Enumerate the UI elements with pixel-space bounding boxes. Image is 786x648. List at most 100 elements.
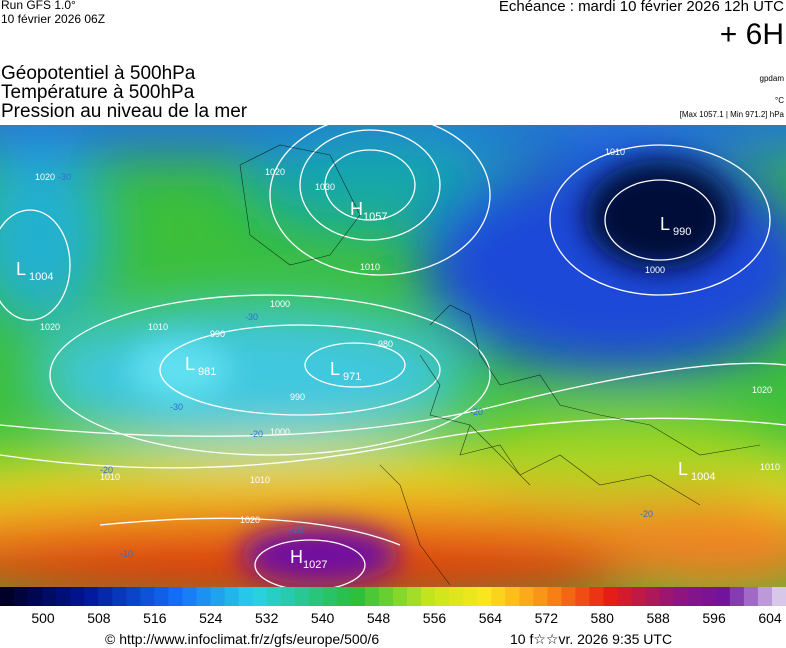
colorbar-swatch xyxy=(224,587,240,606)
colorbar-swatch xyxy=(757,587,773,606)
colorbar-label: 532 xyxy=(255,610,279,626)
colorbar-label: 588 xyxy=(646,610,670,626)
colorbar-swatch xyxy=(491,587,506,606)
isobar-label: 990 xyxy=(290,392,305,402)
isotherm-label: -20 xyxy=(250,429,263,439)
colorbar-swatch xyxy=(477,587,492,606)
colorbar-label: 596 xyxy=(702,610,726,626)
colorbar-swatch xyxy=(505,587,520,606)
isobar-label: 1020 xyxy=(35,172,55,182)
colorbar-swatch xyxy=(322,587,338,606)
isobar-label: 1000 xyxy=(645,265,665,275)
colorbar-label: 572 xyxy=(535,610,559,626)
isotherm-label: -20 xyxy=(640,509,653,519)
pressure-center-letter: L xyxy=(16,259,26,279)
colorbar-swatch xyxy=(140,587,155,606)
isotherm-label: -30 xyxy=(58,172,71,182)
colorbar-swatch xyxy=(687,587,703,606)
colorbar-label: 580 xyxy=(591,610,615,626)
pressure-range: [Max 1057.1 | Min 971.2] hPa xyxy=(679,110,784,119)
colorbar-label: 548 xyxy=(367,610,391,626)
isotherm-label: -30 xyxy=(170,402,183,412)
isotherm-label: -20 xyxy=(100,465,113,475)
isobar-label: 1010 xyxy=(250,475,270,485)
colorbar-swatch xyxy=(645,587,661,606)
pressure-center-value: 1057 xyxy=(363,211,387,223)
colorbar-label: 508 xyxy=(87,610,111,626)
title: Pression au niveau de la mer xyxy=(1,101,248,122)
isobar-label: 1010 xyxy=(148,322,168,332)
run-date: 10 février 2026 06Z xyxy=(1,12,106,26)
colorbar-swatch xyxy=(603,587,619,606)
colorbar-swatch xyxy=(449,587,464,606)
timestamp: 10 f☆☆vr. 2026 9:35 UTC xyxy=(510,631,673,647)
pressure-center-value: 971 xyxy=(343,371,361,383)
pressure-center-letter: L xyxy=(660,214,670,234)
pressure-center-letter: L xyxy=(678,459,688,479)
colorbar-swatch xyxy=(673,587,689,606)
isobar-label: 1030 xyxy=(315,182,335,192)
isobar-label: 1020 xyxy=(40,322,60,332)
isobar-label: 980 xyxy=(378,339,393,349)
colorbar-swatch xyxy=(294,587,310,606)
source-url[interactable]: © http://www.infoclimat.fr/z/gfs/europe/… xyxy=(105,631,380,647)
pressure-center-value: 981 xyxy=(198,366,216,378)
colorbar-label: 564 xyxy=(479,610,503,626)
colorbar-swatch xyxy=(70,587,85,606)
colorbar-swatch xyxy=(14,587,29,606)
colorbar-swatch xyxy=(182,587,197,606)
colorbar-swatch xyxy=(154,587,169,606)
pressure-center-letter: H xyxy=(290,547,303,567)
step: + 6H xyxy=(719,18,784,51)
colorbar-swatch xyxy=(393,587,408,606)
isobar-label: 1020 xyxy=(752,385,772,395)
colorbar-swatch xyxy=(547,587,562,606)
isobar-label: 990 xyxy=(210,329,225,339)
isobar-label: 1020 xyxy=(265,167,285,177)
colorbar-swatch xyxy=(238,587,254,606)
colorbar-swatch xyxy=(98,587,113,606)
isobar-label: 1010 xyxy=(605,147,625,157)
colorbar-swatch xyxy=(378,587,394,606)
isobar-label: 1000 xyxy=(270,427,290,437)
colorbar-swatch xyxy=(252,587,268,606)
run: Run GFS 1.0° xyxy=(1,0,76,12)
title: Géopotentiel à 500hPa xyxy=(1,63,196,84)
colorbar-swatch xyxy=(126,587,141,606)
colorbar-swatch xyxy=(308,587,324,606)
colorbar-swatch xyxy=(715,587,731,606)
isobar-label: 1010 xyxy=(760,462,780,472)
colorbar-swatch xyxy=(743,587,759,606)
colorbar-swatch xyxy=(210,587,226,606)
isobar-label: 1000 xyxy=(270,299,290,309)
colorbar-label: 540 xyxy=(311,610,335,626)
isobar-label: 1020 xyxy=(240,515,260,525)
isotherm-label: -10 xyxy=(290,525,303,535)
colorbar-swatch xyxy=(519,587,534,606)
colorbar-swatch xyxy=(589,587,605,606)
colorbar-swatch xyxy=(168,587,183,606)
colorbar: 500 508 516 524 532 540 548 556 564 572 580 588 596 6… xyxy=(0,587,786,626)
colorbar-swatch xyxy=(729,587,745,606)
pressure-center-letter: L xyxy=(330,359,340,379)
colorbar-swatch xyxy=(631,587,647,606)
colorbar-swatch xyxy=(463,587,478,606)
colorbar-swatch xyxy=(407,587,422,606)
pressure-center-value: 1004 xyxy=(691,471,715,483)
isotherm-label: -10 xyxy=(120,549,133,559)
colorbar-swatch xyxy=(575,587,590,606)
pressure-center-letter: L xyxy=(185,354,195,374)
colorbar-swatch xyxy=(112,587,127,606)
colorbar-swatch xyxy=(771,587,786,606)
pressure-center-value: 1027 xyxy=(303,559,327,571)
colorbar-swatch xyxy=(617,587,633,606)
colorbar-label: 524 xyxy=(199,610,223,626)
colorbar-swatch xyxy=(350,587,366,606)
colorbar-swatch xyxy=(336,587,352,606)
pressure-center-value: 990 xyxy=(673,226,691,238)
colorbar-label: 556 xyxy=(423,610,447,626)
colorbar-swatch xyxy=(28,587,43,606)
colorbar-swatch xyxy=(421,587,436,606)
isobar-label: 1010 xyxy=(360,262,380,272)
